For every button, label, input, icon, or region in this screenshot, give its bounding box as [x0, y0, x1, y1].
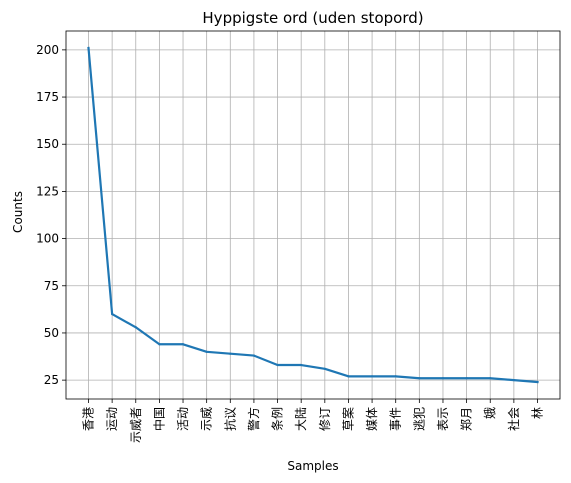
x-tick-label: 事件 [389, 407, 403, 431]
data-point [252, 354, 256, 357]
y-tick-label: 100 [36, 232, 59, 246]
grid [66, 31, 560, 399]
x-tick-label: 娥 [483, 407, 497, 419]
x-tick-label: 活动 [176, 407, 190, 431]
data-point [418, 377, 421, 380]
data-point [536, 380, 539, 384]
x-tick-label: 草案 [340, 407, 355, 431]
y-tick-label: 150 [36, 137, 59, 151]
y-tick-label: 125 [36, 184, 59, 198]
series-layer [87, 46, 539, 384]
x-tick-label: 修订 [317, 407, 332, 431]
series-line [87, 46, 539, 384]
x-tick-label: 表示 [436, 407, 450, 431]
data-point [276, 363, 279, 367]
data-point [465, 377, 468, 380]
x-tick-label: 示威者 [129, 407, 143, 443]
y-tick-label: 200 [36, 43, 59, 57]
data-point [300, 363, 303, 367]
data-point [347, 375, 350, 378]
x-tick-label: 社会 [506, 407, 521, 431]
x-tick-label: 条例 [271, 407, 285, 431]
x-tick-label: 运动 [105, 407, 119, 431]
data-point [87, 46, 90, 50]
y-tick-label: 75 [44, 279, 59, 293]
data-point [205, 350, 208, 353]
y-tick-label: 175 [36, 90, 59, 104]
x-tick-label: 媒体 [365, 407, 379, 431]
plot-frame [65, 30, 561, 400]
x-tick-label: 抗议 [222, 407, 237, 431]
y-axis-ticks: 25 50 75 100 125 150 175 200 [36, 43, 66, 387]
data-point [323, 367, 326, 370]
x-tick-label: 警方 [246, 407, 261, 431]
data-point [370, 375, 374, 378]
y-tick-label: 25 [44, 373, 59, 387]
data-point [394, 375, 397, 378]
x-axis-ticks: 香港 运动 示威者 中国 活动 示威 抗议 警方 条例 大陆 修订 草案 媒体 事件 逃犯 表示 郑月娥社会林 [82, 399, 545, 443]
data-point [158, 343, 161, 346]
axes [65, 30, 561, 400]
chart-title: Hyppigste ord (uden stopord) [202, 9, 423, 27]
data-point [229, 352, 232, 355]
data-point [181, 343, 185, 346]
x-tick-label: 林 [531, 407, 545, 419]
data-point [111, 312, 114, 316]
data-point [512, 379, 515, 382]
x-tick-label: 香港 [82, 407, 96, 431]
data-point [134, 326, 137, 329]
y-axis-label: Counts [11, 191, 25, 233]
data-point [489, 377, 492, 380]
x-tick-label: 逃犯 [412, 407, 426, 431]
y-tick-label: 50 [44, 326, 59, 340]
x-tick-label: 示威 [200, 407, 214, 431]
x-axis-label: Samples [287, 459, 338, 473]
x-tick-label: 大陆 [293, 407, 308, 431]
data-point [441, 377, 445, 380]
x-tick-label: 中国 [151, 407, 166, 431]
x-tick-label: 郑月 [459, 407, 474, 431]
